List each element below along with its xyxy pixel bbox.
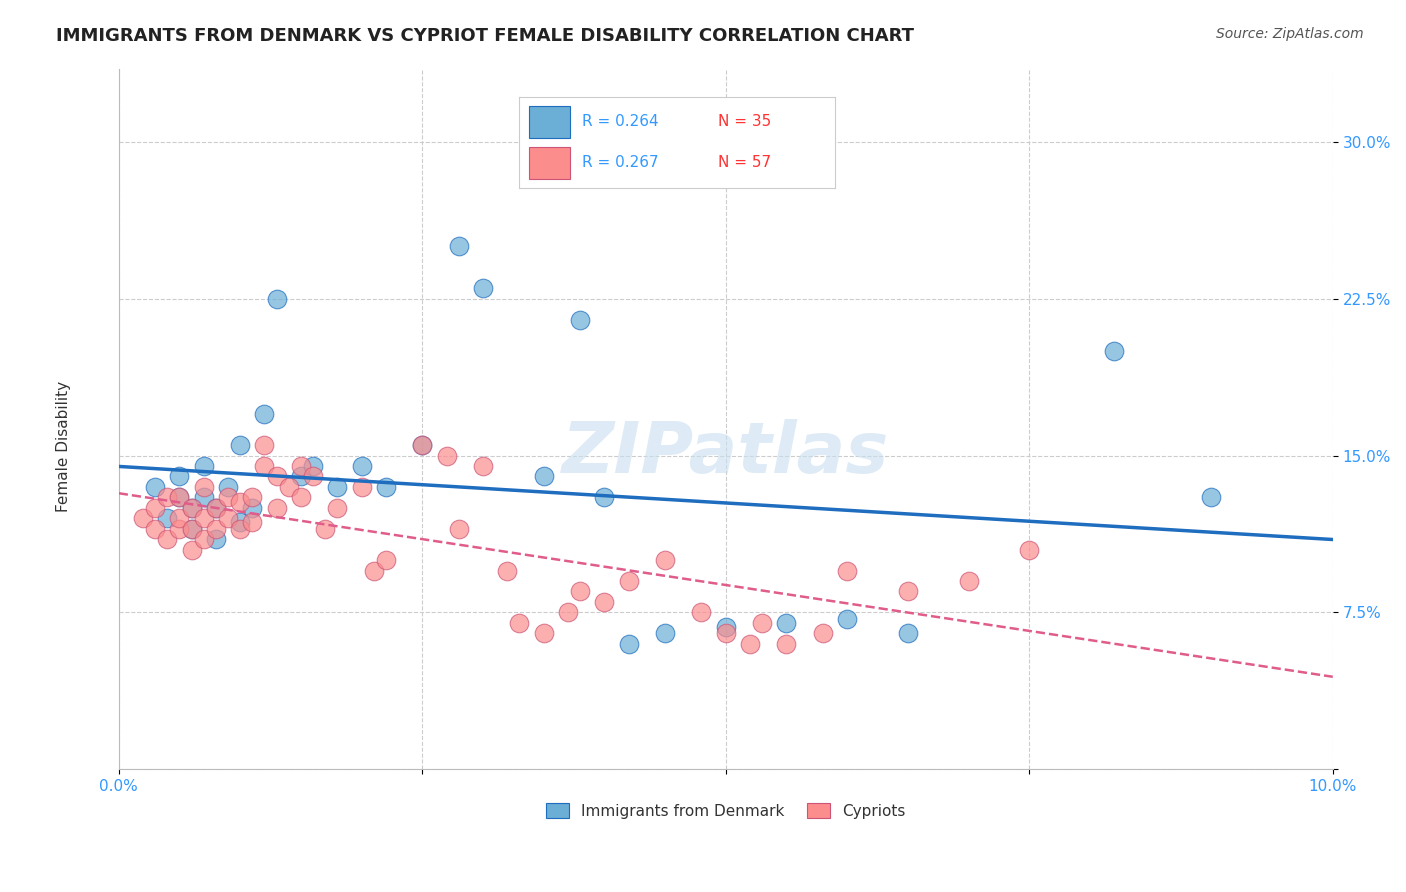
Point xyxy=(180,542,202,557)
Point xyxy=(132,511,155,525)
Point xyxy=(229,438,252,452)
Point xyxy=(363,564,385,578)
Point xyxy=(593,595,616,609)
Point xyxy=(897,626,920,640)
Point xyxy=(169,491,191,505)
Point xyxy=(374,480,396,494)
Point xyxy=(326,500,349,515)
Point xyxy=(217,511,239,525)
Point xyxy=(374,553,396,567)
Text: Female Disability: Female Disability xyxy=(56,380,70,512)
Point xyxy=(180,500,202,515)
Point xyxy=(217,480,239,494)
Point xyxy=(229,494,252,508)
Point xyxy=(593,491,616,505)
Point xyxy=(180,522,202,536)
Point xyxy=(775,615,797,630)
Point xyxy=(156,491,179,505)
Point xyxy=(837,612,859,626)
Point xyxy=(169,522,191,536)
Point xyxy=(156,532,179,546)
Point xyxy=(533,469,555,483)
Point xyxy=(290,491,312,505)
Point xyxy=(217,491,239,505)
Point xyxy=(193,491,215,505)
Point xyxy=(738,637,761,651)
Point xyxy=(811,626,834,640)
Point xyxy=(496,564,519,578)
Point xyxy=(205,500,228,515)
Point xyxy=(654,626,676,640)
Point xyxy=(508,615,530,630)
Point xyxy=(411,438,433,452)
Point xyxy=(290,458,312,473)
Point xyxy=(169,469,191,483)
Point xyxy=(569,312,592,326)
Point xyxy=(314,522,336,536)
Point xyxy=(143,522,166,536)
Text: IMMIGRANTS FROM DENMARK VS CYPRIOT FEMALE DISABILITY CORRELATION CHART: IMMIGRANTS FROM DENMARK VS CYPRIOT FEMAL… xyxy=(56,27,914,45)
Point xyxy=(180,500,202,515)
Legend: Immigrants from Denmark, Cypriots: Immigrants from Denmark, Cypriots xyxy=(540,797,912,825)
Point xyxy=(654,553,676,567)
Point xyxy=(277,480,299,494)
Point xyxy=(436,449,458,463)
Point xyxy=(193,458,215,473)
Point xyxy=(775,637,797,651)
Point xyxy=(253,458,276,473)
Point xyxy=(229,522,252,536)
Point xyxy=(156,511,179,525)
Point xyxy=(957,574,980,588)
Point xyxy=(240,500,263,515)
Point xyxy=(1201,491,1223,505)
Point xyxy=(143,480,166,494)
Point xyxy=(240,491,263,505)
Point xyxy=(290,469,312,483)
Point xyxy=(169,491,191,505)
Point xyxy=(326,480,349,494)
Point xyxy=(205,522,228,536)
Point xyxy=(193,532,215,546)
Point xyxy=(533,626,555,640)
Point xyxy=(143,500,166,515)
Point xyxy=(471,281,494,295)
Point xyxy=(837,564,859,578)
Point xyxy=(557,606,579,620)
Point xyxy=(302,469,325,483)
Point xyxy=(569,584,592,599)
Point xyxy=(240,516,263,530)
Point xyxy=(411,438,433,452)
Point xyxy=(253,438,276,452)
Point xyxy=(180,522,202,536)
Point xyxy=(690,606,713,620)
Point xyxy=(471,458,494,473)
Point xyxy=(897,584,920,599)
Point xyxy=(169,511,191,525)
Point xyxy=(266,292,288,306)
Point xyxy=(205,500,228,515)
Point xyxy=(1018,542,1040,557)
Point xyxy=(266,500,288,515)
Point xyxy=(1102,343,1125,358)
Point xyxy=(266,469,288,483)
Point xyxy=(617,637,640,651)
Point xyxy=(447,522,470,536)
Point xyxy=(229,516,252,530)
Point xyxy=(350,480,373,494)
Point xyxy=(751,615,773,630)
Point xyxy=(205,532,228,546)
Text: Source: ZipAtlas.com: Source: ZipAtlas.com xyxy=(1216,27,1364,41)
Point xyxy=(193,480,215,494)
Point xyxy=(193,511,215,525)
Point xyxy=(253,407,276,421)
Point xyxy=(447,239,470,253)
Text: ZIPatlas: ZIPatlas xyxy=(562,419,890,489)
Point xyxy=(714,626,737,640)
Point xyxy=(714,620,737,634)
Point xyxy=(350,458,373,473)
Point xyxy=(617,574,640,588)
Point xyxy=(302,458,325,473)
